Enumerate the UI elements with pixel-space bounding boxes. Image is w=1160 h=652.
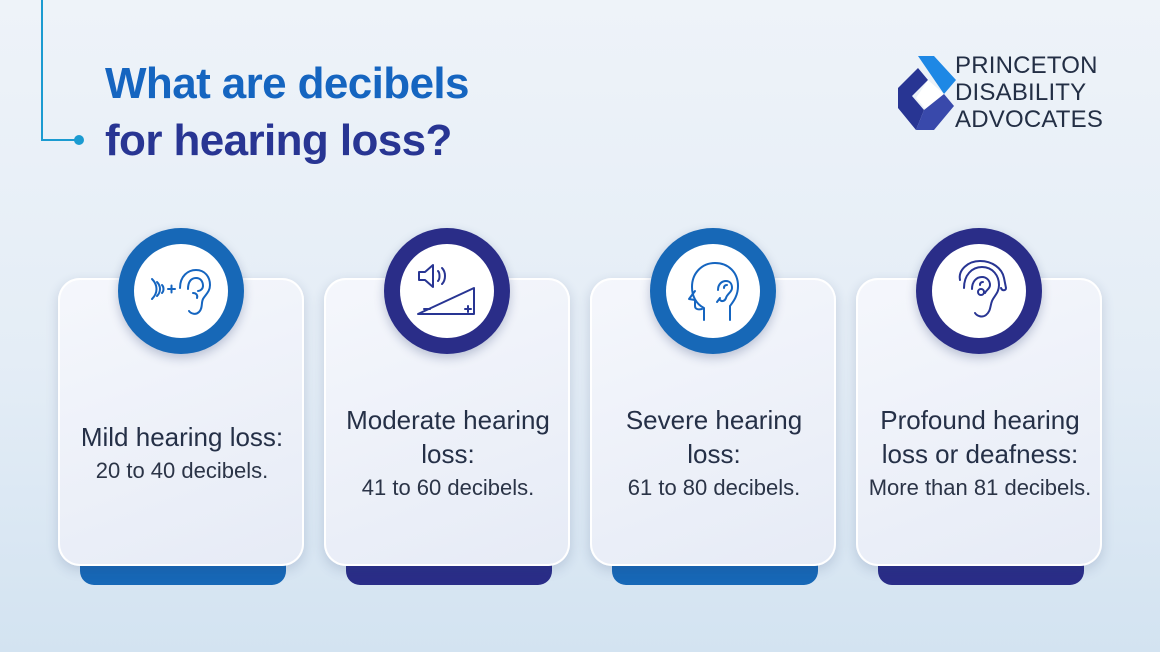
icon-badge xyxy=(118,228,244,354)
card-mild: Mild hearing loss: 20 to 40 decibels. xyxy=(58,228,306,586)
title-line-1: What are decibels xyxy=(105,59,470,108)
logo-mark-icon xyxy=(898,56,956,130)
card-description: 41 to 60 decibels. xyxy=(361,474,535,500)
decorative-dot xyxy=(74,135,84,145)
logo: PRINCETON DISABILITY ADVOCATES xyxy=(894,52,1114,137)
card-heading: Profound hearing loss or deafness: xyxy=(880,404,1080,469)
icon-badge xyxy=(916,228,1042,354)
page-title: What are decibels for hearing loss? xyxy=(105,55,470,169)
card-heading: Moderate hearing loss: xyxy=(346,404,550,469)
card-description: 20 to 40 decibels. xyxy=(95,457,269,483)
logo-line-3: ADVOCATES xyxy=(955,106,1104,133)
decorative-line-vertical xyxy=(41,0,43,140)
title-line-2: for hearing loss? xyxy=(105,116,452,165)
logo-line-1: PRINCETON xyxy=(955,52,1098,79)
logo-line-2: DISABILITY xyxy=(955,79,1087,106)
icon-badge xyxy=(384,228,510,354)
card-text: Mild hearing loss: 20 to 40 decibels. xyxy=(58,278,306,566)
hearing-aid-ear-icon xyxy=(958,260,1007,318)
card-description: 61 to 80 decibels. xyxy=(627,474,801,500)
card-description: More than 81 decibels. xyxy=(868,474,1092,500)
card-profound: Profound hearing loss or deafness: More … xyxy=(856,228,1104,586)
head-hearing-aid-icon xyxy=(688,262,739,321)
card-text: Severe hearing loss: 61 to 80 decibels. xyxy=(590,278,838,566)
card-text: Moderate hearing loss: 41 to 60 decibels… xyxy=(324,278,572,566)
card-severe: Severe hearing loss: 61 to 80 decibels. xyxy=(590,228,838,586)
volume-speaker-icon xyxy=(417,264,475,315)
decorative-line-horizontal xyxy=(41,139,75,141)
card-heading: Severe hearing loss: xyxy=(625,404,803,469)
ear-sound-wave-icon xyxy=(151,269,211,315)
icon-badge xyxy=(650,228,776,354)
logo-text: PRINCETON DISABILITY ADVOCATES xyxy=(955,52,1103,133)
card-moderate: Moderate hearing loss: 41 to 60 decibels… xyxy=(324,228,572,586)
card-heading: Mild hearing loss: xyxy=(80,421,284,452)
card-text: Profound hearing loss or deafness: More … xyxy=(856,278,1104,566)
